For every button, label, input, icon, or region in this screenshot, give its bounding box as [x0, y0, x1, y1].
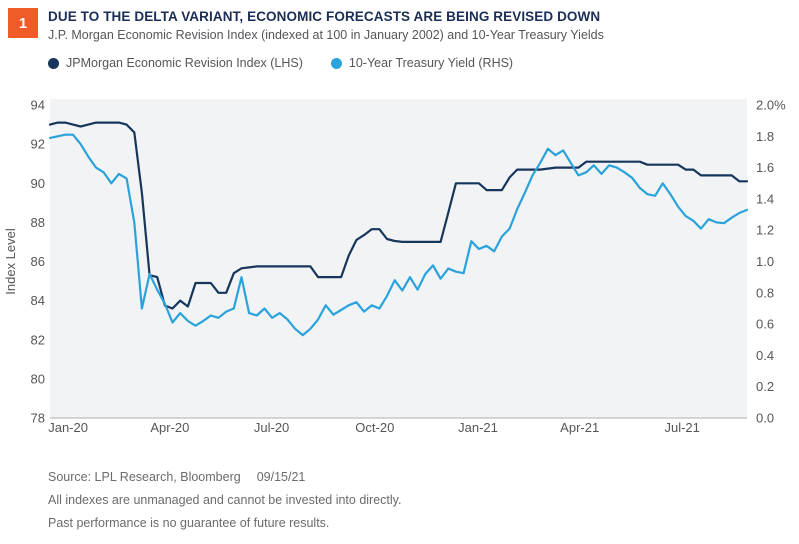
figure-number: 1 — [18, 14, 28, 32]
legend-marker-navy-dot-icon — [48, 57, 59, 69]
left-axis-tick-label: 84 — [31, 293, 45, 308]
left-axis-tick-label: 86 — [31, 254, 45, 269]
right-axis-tick-label: 1.4 — [756, 191, 774, 206]
right-axis-tick-label: 2.0% — [756, 98, 786, 113]
left-axis-title: Index Level — [3, 228, 18, 295]
left-axis-tick-label: 80 — [31, 371, 45, 386]
x-axis-tick-label: Jan-20 — [48, 420, 88, 435]
right-axis-tick-label: 1.2 — [756, 223, 774, 238]
right-axis-tick-label: 0.2 — [756, 379, 774, 394]
chart-legend: JPMorgan Economic Revision Index (LHS) 1… — [48, 56, 513, 70]
x-axis-tick-label: Jan-21 — [458, 420, 498, 435]
left-axis-tick-label: 82 — [31, 332, 45, 347]
plot-background — [50, 99, 747, 418]
left-axis-tick-label: 90 — [31, 176, 45, 191]
chart-footer: Source: LPL Research, Bloomberg 09/15/21 … — [48, 466, 401, 535]
right-axis-tick-label: 0.8 — [756, 285, 774, 300]
chart-title: DUE TO THE DELTA VARIANT, ECONOMIC FOREC… — [48, 9, 601, 24]
x-axis-tick-label: Apr-20 — [150, 420, 189, 435]
footer-disclaimer-1: All indexes are unmanaged and cannot be … — [48, 493, 402, 507]
legend-label-treasury-yield: 10-Year Treasury Yield (RHS) — [348, 56, 514, 70]
legend-item-treasury-yield: 10-Year Treasury Yield (RHS) — [330, 56, 514, 70]
footer-date: 09/15/21 — [256, 470, 306, 484]
right-axis-tick-label: 0.0 — [756, 411, 774, 426]
x-axis-tick-label: Jul-20 — [254, 420, 289, 435]
footer-source: Source: LPL Research, Bloomberg — [48, 470, 241, 484]
legend-label-jpmorgan-index: JPMorgan Economic Revision Index (LHS) — [66, 56, 303, 70]
left-axis-tick-label: 92 — [31, 137, 45, 152]
treasury-yield-line — [48, 133, 749, 337]
left-axis-tick-label: 88 — [31, 215, 45, 230]
left-axis-tick-label: 94 — [31, 98, 45, 113]
right-axis-tick-label: 0.6 — [756, 317, 774, 332]
legend-marker-blue-dot-icon — [330, 57, 342, 69]
x-axis-tick-label: Apr-21 — [560, 420, 599, 435]
x-axis-tick-label: Oct-20 — [355, 420, 394, 435]
right-axis-tick-label: 0.4 — [756, 348, 774, 363]
right-axis-tick-label: 1.6 — [756, 160, 774, 175]
right-axis-tick-label: 1.0 — [756, 254, 774, 269]
figure-number-badge: 1 — [8, 8, 38, 38]
legend-item-jpmorgan-index: JPMorgan Economic Revision Index (LHS) — [48, 56, 303, 70]
x-axis-tick-label: Jul-21 — [664, 420, 699, 435]
footer-disclaimer-2: Past performance is no guarantee of futu… — [48, 516, 330, 530]
right-axis-tick-label: 1.8 — [756, 129, 774, 144]
line-chart-canvas: 94 92 90 88 86 84 82 80 78 2.0% 1.8 1.6 1.4 1.2 1.0 0.8… — [3, 98, 786, 436]
left-axis-tick-label: 78 — [31, 411, 45, 426]
chart-subtitle: J.P. Morgan Economic Revision Index (ind… — [48, 28, 604, 42]
